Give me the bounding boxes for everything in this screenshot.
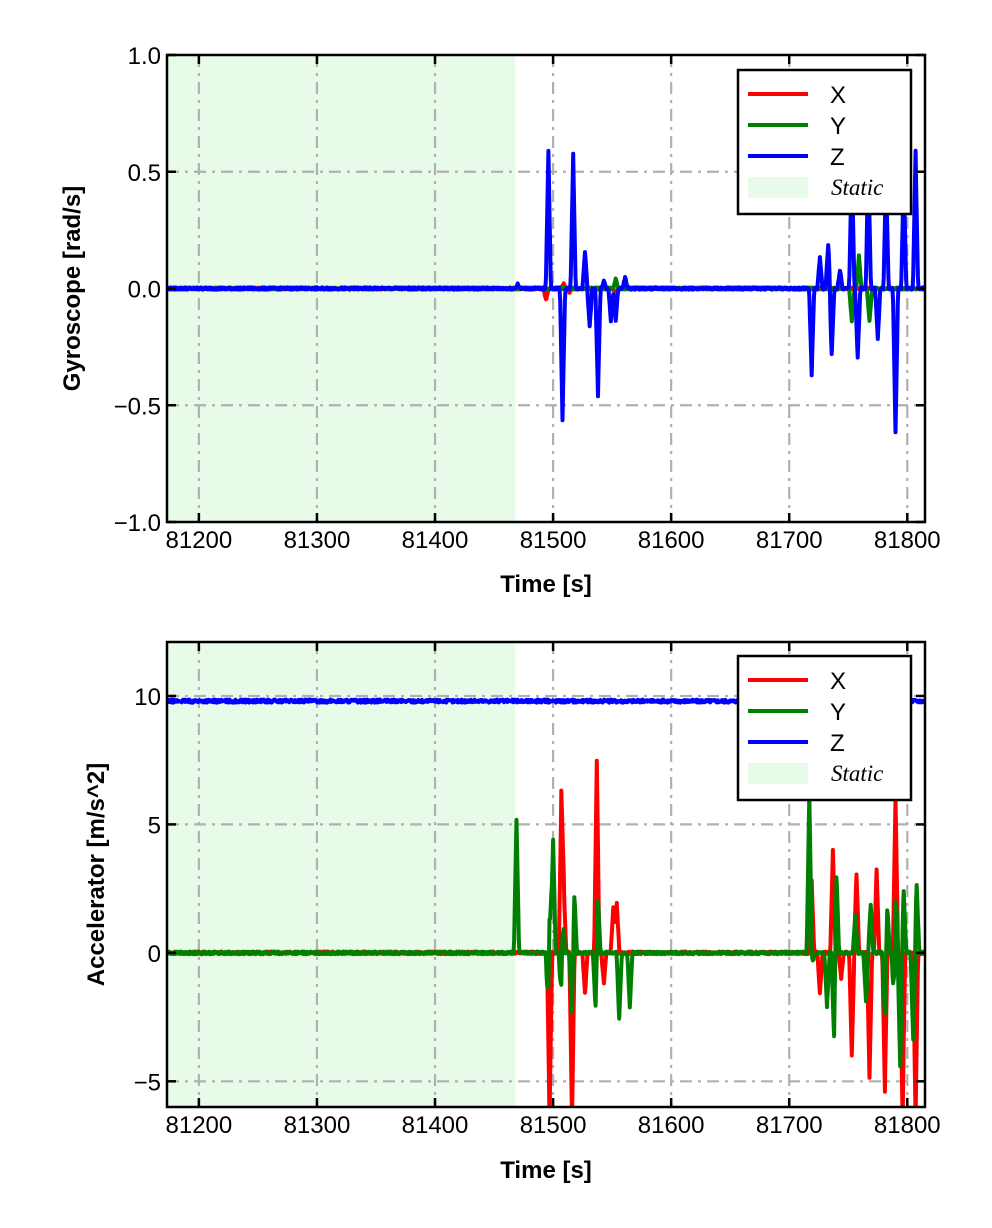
x-tick-label: 81800: [874, 1112, 941, 1139]
legend-swatch-static: [748, 763, 808, 784]
x-tick-label: 81500: [520, 527, 587, 554]
subplot-2: 81200 81300 81400 81500 81600 81700 81800 10 5 0 −…: [83, 640, 941, 1184]
series-line-y: [167, 792, 925, 1069]
legend-label-z: Z: [830, 144, 845, 171]
series-group: [167, 148, 925, 435]
legend-label-static: Static: [831, 175, 883, 200]
x-axis-label: Time [s]: [500, 1157, 592, 1184]
legend-swatch-static: [748, 177, 808, 198]
x-tick-label: 81600: [638, 1112, 705, 1139]
x-tick-label: 81400: [402, 1112, 469, 1139]
y-tick-label: 0.5: [128, 160, 161, 187]
y-axis-label: Gyroscope [rad/s]: [59, 186, 86, 391]
x-tick-label: 81300: [284, 1112, 351, 1139]
subplot-1: 81200 81300 81400 81500 81600 81700 81800 1.0 0.…: [59, 43, 941, 598]
y-tick-label: 0: [148, 941, 161, 968]
legend-label-y: Y: [830, 699, 846, 726]
legend: XYZ Static: [736, 68, 913, 216]
y-tick-label: 5: [148, 812, 161, 839]
y-axis-label: Accelerator [m/s^2]: [83, 763, 110, 986]
x-tick-label: 81800: [874, 527, 941, 554]
x-tick-label: 81300: [284, 527, 351, 554]
legend-label-x: X: [830, 668, 846, 695]
x-tick-label: 81200: [166, 527, 233, 554]
static-region: [167, 642, 516, 1107]
y-tick-label: 1.0: [128, 43, 161, 70]
legend: XYZ Static: [736, 654, 913, 802]
x-axis-label: Time [s]: [500, 571, 592, 598]
x-tick-label: 81700: [756, 527, 823, 554]
legend-label-z: Z: [830, 730, 845, 757]
y-tick-label: −1.0: [114, 510, 161, 537]
x-tick-label: 81500: [520, 1112, 587, 1139]
y-tick-label: 0.0: [128, 277, 161, 304]
legend-label-y: Y: [830, 113, 846, 140]
legend-label-x: X: [830, 82, 846, 109]
axes-frame: [165, 640, 927, 1109]
y-tick-label: 10: [134, 684, 161, 711]
x-tick-label: 81600: [638, 527, 705, 554]
series-line-z: [167, 148, 925, 435]
legend-label-static: Static: [831, 761, 883, 786]
x-tick-label: 81400: [402, 527, 469, 554]
y-tick-label: −5: [134, 1069, 161, 1096]
x-tick-label: 81700: [756, 1112, 823, 1139]
y-tick-label: −0.5: [114, 393, 161, 420]
x-tick-label: 81200: [166, 1112, 233, 1139]
